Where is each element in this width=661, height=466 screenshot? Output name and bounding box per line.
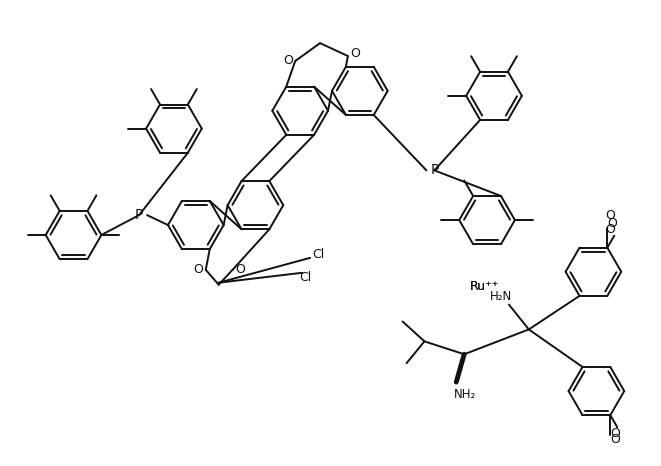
Text: Cl: Cl <box>312 248 324 261</box>
Text: P: P <box>430 164 438 178</box>
Text: Ru⁺⁺: Ru⁺⁺ <box>469 280 499 293</box>
Text: H₂N: H₂N <box>490 290 512 303</box>
Text: O: O <box>350 47 360 60</box>
Text: Ru⁺⁺: Ru⁺⁺ <box>469 280 499 293</box>
Text: O: O <box>235 263 245 276</box>
Text: Cl: Cl <box>299 271 311 284</box>
Text: O: O <box>610 426 620 439</box>
Text: NH₂: NH₂ <box>454 388 477 401</box>
Text: O: O <box>193 263 203 276</box>
Text: O: O <box>284 54 293 67</box>
Text: O: O <box>607 217 617 230</box>
Text: O: O <box>605 209 615 222</box>
Text: P: P <box>135 208 143 222</box>
Text: O: O <box>605 223 615 236</box>
Text: O: O <box>610 432 620 445</box>
